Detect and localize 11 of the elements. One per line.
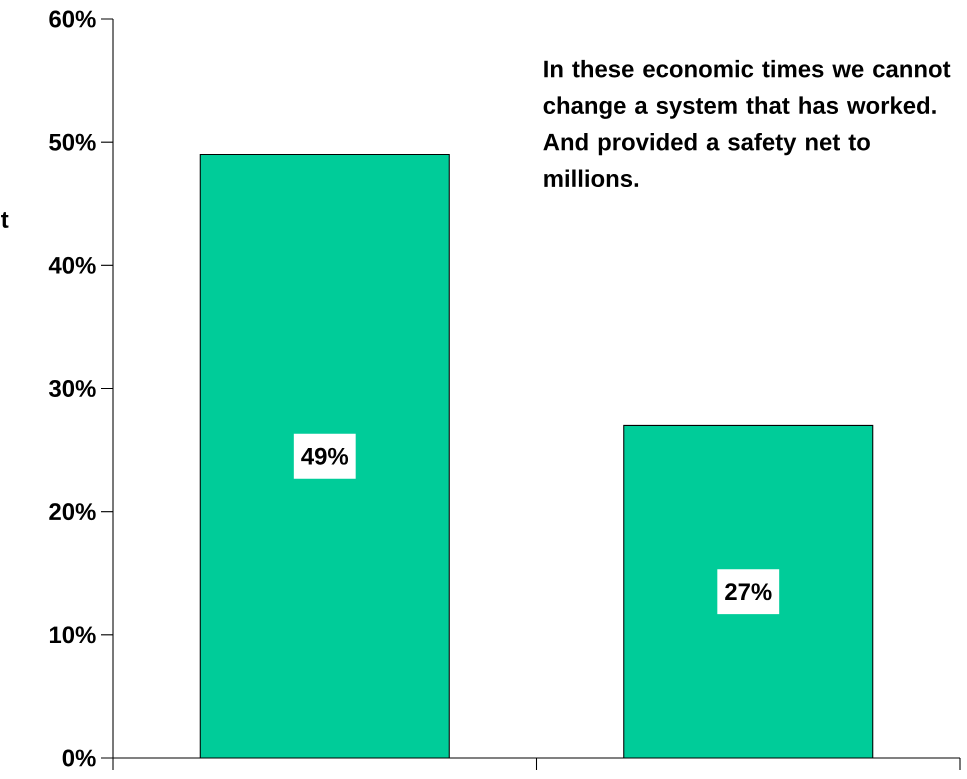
data-label: 49% (301, 448, 348, 465)
y-tick-label: 60% (49, 10, 96, 28)
y-tick-label: 0% (62, 749, 96, 766)
data-label: 27% (725, 583, 772, 600)
y-tick-label: 10% (50, 626, 96, 644)
y-tick-label: 40% (48, 256, 96, 274)
y-tick-label: 50% (49, 134, 96, 151)
annotation: In these economic times we cannot change a system that has worked. And provided a safety net to millions. (543, 60, 950, 187)
y-tick-label: 30% (48, 380, 96, 397)
text: t (1, 212, 8, 228)
y-tick-label: 20% (49, 503, 96, 520)
